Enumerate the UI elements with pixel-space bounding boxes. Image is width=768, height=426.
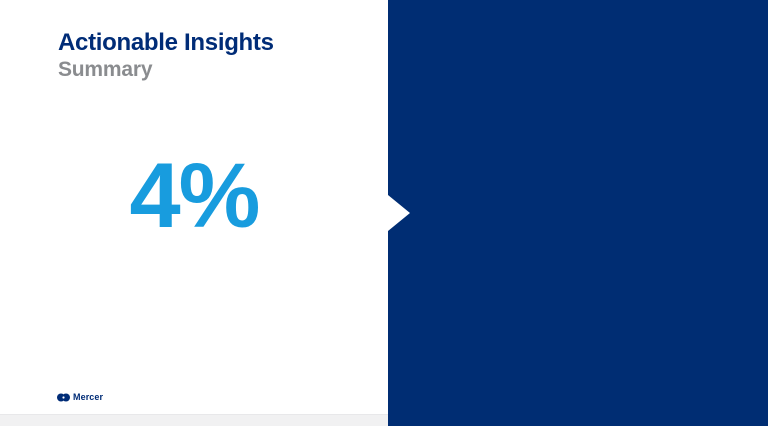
page-title: Actionable Insights [58, 29, 274, 56]
title-block: Actionable Insights Summary [58, 29, 274, 82]
slide-white-area: Actionable Insights Summary 4% [0, 0, 388, 414]
page-subtitle: Summary [58, 58, 153, 82]
insights-panel: Demographics and personality only partia… [388, 0, 768, 426]
stat-value: 4% [129, 145, 261, 247]
arrow-right-icon [388, 195, 410, 231]
mercer-wordmark: Mercer [73, 392, 104, 402]
mercer-logo-icon [57, 393, 70, 401]
mercer-logo: Mercer [57, 392, 103, 402]
